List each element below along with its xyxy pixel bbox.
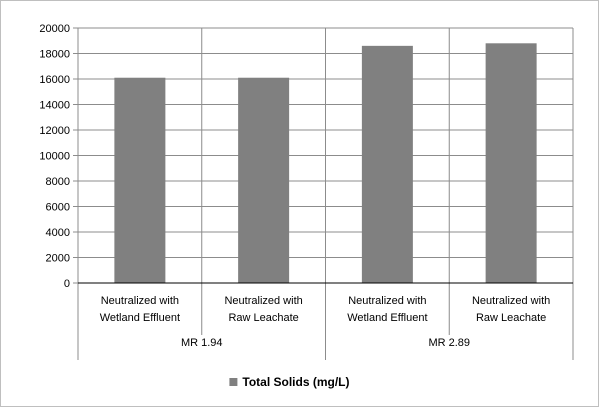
x-category-label: Neutralized with — [472, 295, 550, 307]
y-tick-label: 0 — [64, 278, 70, 290]
y-tick-label: 16000 — [39, 74, 70, 86]
y-tick-label: 12000 — [39, 125, 70, 137]
y-tick-label: 8000 — [46, 176, 70, 188]
legend: Total Solids (mg/L) — [229, 375, 349, 389]
x-category-label: Neutralized with — [224, 295, 302, 307]
legend-swatch — [229, 378, 237, 386]
y-tick-label: 14000 — [39, 100, 70, 112]
y-tick-label: 20000 — [39, 23, 70, 35]
x-category-label: Wetland Effluent — [347, 312, 427, 324]
legend-label: Total Solids (mg/L) — [242, 375, 349, 389]
x-category-label: Raw Leachate — [228, 312, 298, 324]
x-category-label: Wetland Effluent — [100, 312, 180, 324]
y-tick-label: 2000 — [46, 253, 70, 265]
y-tick-label: 18000 — [39, 49, 70, 61]
bar — [362, 46, 413, 283]
x-category-labels: Neutralized with Wetland Effluent Neutrali… — [100, 295, 551, 349]
x-category-label: Raw Leachate — [476, 312, 546, 324]
y-tick-label: 10000 — [39, 151, 70, 163]
y-tick-label: 4000 — [46, 227, 70, 239]
x-group-label: MR 2.89 — [428, 337, 470, 349]
x-category-label: Neutralized with — [348, 295, 426, 307]
x-category-label: Neutralized with — [101, 295, 179, 307]
y-tick-label: 6000 — [46, 202, 70, 214]
bar — [114, 78, 165, 283]
bar — [238, 78, 289, 283]
bar — [486, 43, 537, 283]
x-group-label: MR 1.94 — [181, 337, 223, 349]
y-tick-labels: 0 2000 4000 6000 8000 10000 12000 14000 16000 180… — [39, 23, 70, 290]
